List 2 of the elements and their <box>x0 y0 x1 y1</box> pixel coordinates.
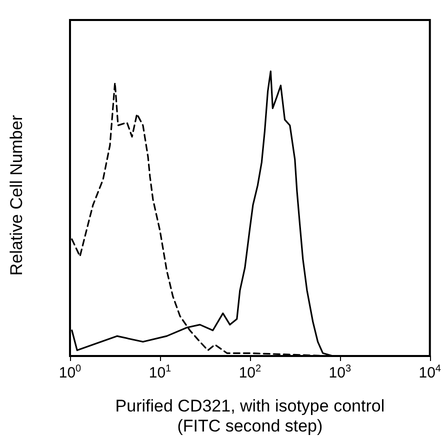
y-axis-title: Relative Cell Number <box>7 114 26 276</box>
x-axis-title: Purified CD321, with isotype control (FITC second step) <box>115 396 385 436</box>
